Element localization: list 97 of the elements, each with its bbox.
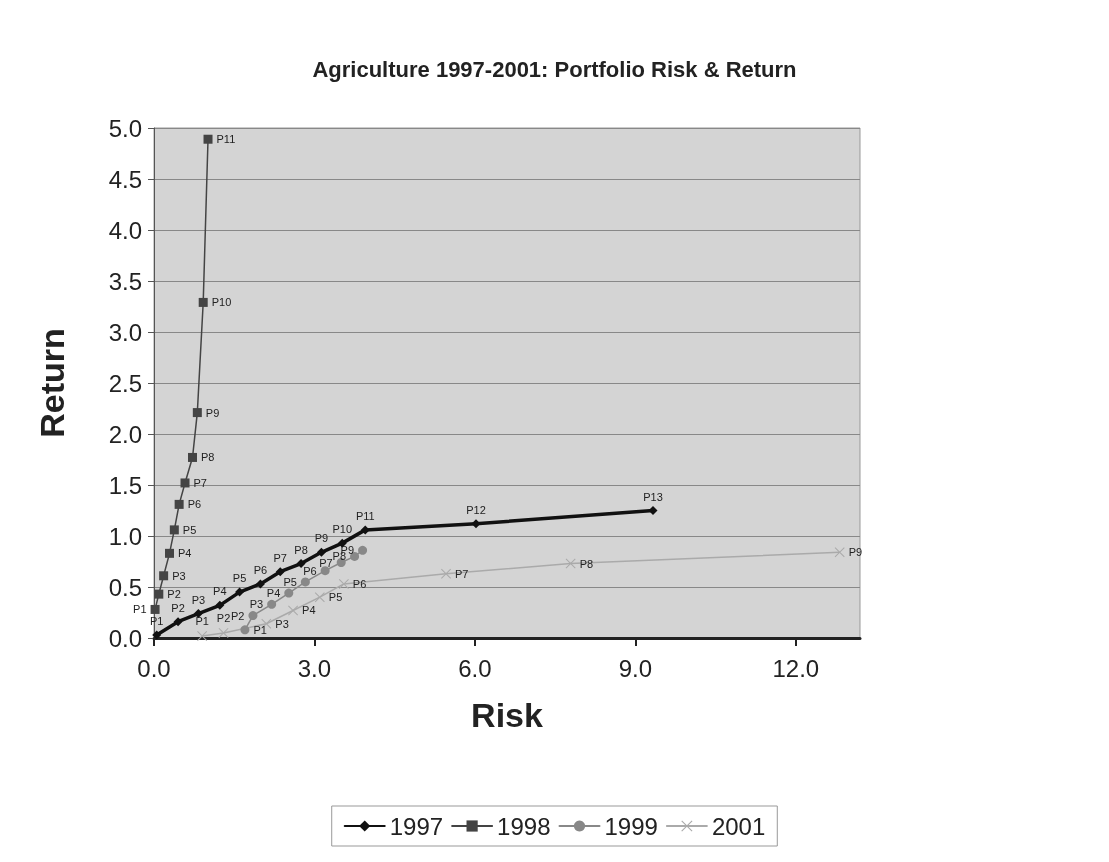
data-label: P2 [171,601,185,614]
x-tick-label: 3.0 [297,654,332,682]
y-tick-label: 4.0 [108,216,142,244]
data-label: P2 [230,609,245,622]
y-tick-label: 1.0 [108,522,142,550]
y-axis-title: Return [33,328,71,438]
point [188,452,198,462]
point [284,588,294,598]
point [267,599,277,609]
data-label: P10 [332,523,353,536]
y-tick-label: 4.5 [108,165,142,193]
data-label: P3 [191,593,206,606]
point [174,499,184,509]
data-label: P5 [182,523,197,536]
data-label: P4 [213,585,227,598]
data-label: P11 [355,509,375,522]
y-tick-label: 1.5 [108,471,142,499]
y-tick-label: 5.0 [108,114,142,142]
point [150,604,160,614]
y-tick-label: 2.5 [108,369,142,397]
point [834,547,845,558]
point [565,558,576,569]
data-label: P6 [303,564,317,577]
point [248,611,258,621]
point [180,478,190,488]
legend-label: 2001 [711,812,766,840]
data-label: P8 [201,451,215,464]
point [173,617,183,627]
data-label: P6 [187,498,202,511]
x-tick-label: 9.0 [618,654,653,682]
data-label: P3 [172,569,186,582]
data-label: P5 [283,575,297,588]
point [316,547,326,557]
data-label: P4 [178,547,192,560]
point [198,297,208,307]
point [215,600,225,610]
point [154,589,164,599]
data-label: P5 [232,572,247,585]
y-tick-label: 3.5 [108,267,142,295]
point [300,577,310,587]
data-label: P4 [302,604,316,617]
point [338,578,349,589]
data-label: P9 [205,406,220,419]
data-label: P1 [253,623,267,636]
legend-label: 1998 [497,812,551,840]
data-label: P1 [195,615,209,628]
point [360,525,370,535]
data-label: P4 [266,587,281,600]
y-tick-label: 0.5 [108,573,142,601]
data-label: P11 [216,133,236,146]
point [320,566,330,576]
data-label: P9 [314,532,329,545]
data-label: P7 [455,567,469,580]
x-tick-label: 12.0 [772,654,820,682]
x-tick-label: 6.0 [458,654,492,682]
data-label: P1 [133,603,147,616]
point [165,548,175,558]
point [240,625,250,635]
data-label: P3 [249,598,264,611]
data-label: P3 [275,617,289,630]
legend-label: 1999 [604,812,658,840]
x-axis-title: Risk [471,696,543,734]
point [275,567,285,577]
point [192,408,202,418]
y-tick-label: 0.0 [108,624,142,652]
point [441,568,452,579]
legend-label: 1997 [389,812,444,840]
data-label: P7 [273,551,287,564]
data-label: P6 [253,563,268,576]
data-label: P2 [167,588,181,601]
point [255,579,265,589]
data-label: P10 [211,296,232,309]
data-label: P8 [294,543,308,556]
point [296,559,306,569]
point [218,627,229,638]
data-label: P8 [579,557,594,570]
data-label: P9 [848,546,863,559]
data-label: P2 [216,612,231,625]
point [314,592,325,603]
data-label: P7 [319,556,333,569]
point [152,630,162,640]
data-label: P12 [466,503,486,516]
data-label: P7 [193,476,207,489]
y-tick-label: 2.0 [108,420,142,448]
data-label: P5 [328,591,343,604]
point [288,605,299,616]
point [235,587,245,597]
point [197,630,208,641]
point [169,525,179,535]
point [203,134,213,144]
chart-title: Agriculture 1997-2001: Portfolio Risk & Return [312,56,797,82]
x-tick-label: 0.0 [137,654,171,682]
data-label: P6 [352,577,367,590]
y-tick-label: 3.0 [108,318,142,346]
point [358,545,368,555]
data-label: P13 [643,490,663,503]
point [159,571,169,581]
